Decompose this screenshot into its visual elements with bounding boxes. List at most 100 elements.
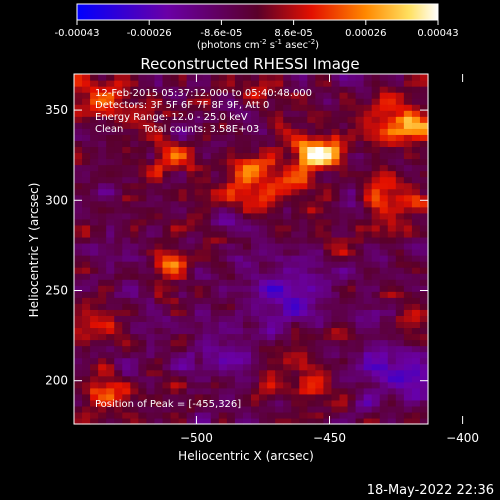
heatmap-cell (387, 261, 397, 268)
heatmap-cell (283, 236, 292, 244)
heatmap-cell (106, 339, 115, 347)
heatmap-cell (178, 206, 188, 214)
heatmap-cell (251, 285, 260, 292)
heatmap-cell (291, 146, 300, 154)
heatmap-cell (98, 309, 107, 316)
heatmap-cell (194, 206, 204, 214)
heatmap-cell (251, 128, 260, 135)
heatmap-cell (419, 399, 429, 407)
heatmap-cell (307, 170, 316, 178)
heatmap-cell (411, 363, 421, 371)
heatmap-cell (218, 405, 228, 413)
heatmap-cell (154, 321, 164, 329)
heatmap-cell (194, 86, 204, 93)
heatmap-cell (178, 188, 188, 196)
heatmap-cell (202, 182, 212, 190)
heatmap-cell (371, 92, 381, 99)
heatmap-cell (419, 273, 429, 280)
heatmap-cell (259, 224, 268, 232)
heatmap-cell (194, 158, 204, 166)
heatmap-cell (331, 134, 341, 141)
heatmap-cell (299, 242, 308, 250)
heatmap-cell (154, 357, 164, 365)
heatmap-cell (315, 104, 325, 111)
heatmap-cell (154, 399, 164, 407)
heatmap-cell (275, 140, 284, 148)
heatmap-cell (371, 80, 381, 87)
heatmap-cell (114, 333, 123, 341)
heatmap-cell (130, 267, 139, 274)
heatmap-cell (291, 351, 300, 359)
heatmap-cell (363, 230, 373, 238)
heatmap-cell (154, 194, 164, 202)
heatmap-cell (259, 182, 268, 190)
heatmap-cell (315, 363, 325, 371)
heatmap-cell (411, 98, 421, 105)
heatmap-cell (74, 92, 83, 99)
heatmap-cell (138, 164, 148, 172)
heatmap-cell (411, 188, 421, 196)
heatmap-cell (331, 194, 341, 202)
heatmap-cell (379, 381, 389, 389)
heatmap-cell (275, 188, 284, 196)
heatmap-cell (178, 363, 188, 371)
heatmap-cell (186, 182, 196, 190)
heatmap-cell (371, 86, 381, 93)
heatmap-cell (371, 381, 381, 389)
heatmap-cell (98, 170, 107, 178)
heatmap-cell (154, 285, 164, 292)
heatmap-cell (154, 327, 164, 335)
heatmap-cell (74, 339, 83, 347)
heatmap-cell (283, 303, 292, 310)
heatmap-cell (74, 261, 83, 268)
heatmap-cell (315, 327, 325, 335)
heatmap-cell (74, 315, 83, 323)
heatmap-cell (299, 122, 308, 129)
heatmap-cell (307, 357, 316, 365)
heatmap-cell (347, 218, 357, 226)
heatmap-cell (267, 176, 276, 184)
heatmap-cell (251, 200, 260, 208)
heatmap-cell (226, 242, 236, 250)
heatmap-cell (138, 357, 148, 365)
heatmap-cell (251, 321, 260, 329)
heatmap-cell (170, 393, 180, 401)
heatmap-cell (186, 255, 196, 262)
heatmap-cell (291, 273, 300, 280)
heatmap-cell (387, 375, 397, 383)
heatmap-cell (178, 140, 188, 148)
heatmap-cell (146, 218, 156, 226)
heatmap-cell (275, 399, 284, 407)
heatmap-cell (98, 411, 107, 419)
heatmap-cell (347, 116, 357, 123)
heatmap-cell (210, 188, 220, 196)
heatmap-cell (178, 315, 188, 323)
heatmap-cell (186, 104, 196, 111)
heatmap-cell (194, 146, 204, 154)
heatmap-cell (315, 297, 325, 304)
heatmap-cell (387, 224, 397, 232)
heatmap-cell (323, 375, 333, 383)
heatmap-cell (186, 116, 196, 123)
heatmap-cell (267, 242, 276, 250)
heatmap-cell (162, 182, 172, 190)
heatmap-cell (323, 315, 333, 323)
heatmap-cell (178, 164, 188, 172)
heatmap-cell (226, 273, 236, 280)
heatmap-cell (315, 236, 325, 244)
heatmap-cell (226, 224, 236, 232)
heatmap-cell (138, 230, 148, 238)
heatmap-cell (379, 345, 389, 353)
heatmap-cell (146, 255, 156, 262)
heatmap-cell (283, 405, 292, 413)
heatmap-cell (315, 375, 325, 383)
heatmap-cell (218, 200, 228, 208)
heatmap-cell (98, 206, 107, 214)
heatmap-cell (411, 92, 421, 99)
heatmap-cell (242, 369, 252, 377)
heatmap-cell (218, 375, 228, 383)
heatmap-cell (98, 363, 107, 371)
heatmap-cell (242, 164, 252, 172)
heatmap-cell (98, 273, 107, 280)
heatmap-cell (267, 381, 276, 389)
